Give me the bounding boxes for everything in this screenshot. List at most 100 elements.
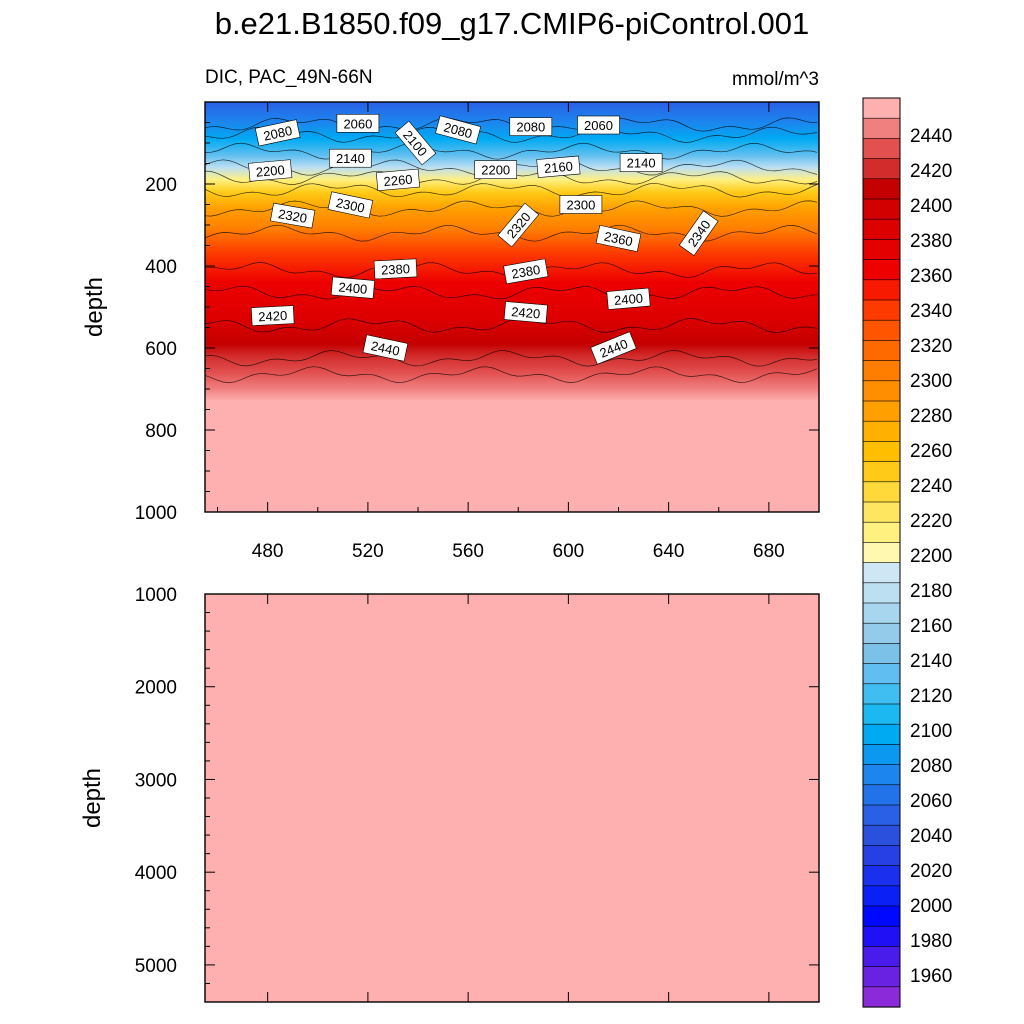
contour-label: 2080 [509, 117, 553, 136]
contour-label: 2400 [330, 276, 375, 299]
contour-label-text: 2260 [383, 172, 413, 189]
colorbar: 2440 2420 2400 2380 2360 2340 2320 2300 2280 2260… [862, 97, 952, 1008]
contour-label: 2060 [577, 115, 620, 135]
top-panel-ylabel: depth [81, 277, 108, 337]
colorbar-label: 2320 [910, 336, 952, 357]
contour-label: 2160 [536, 155, 581, 178]
colorbar-swatch [862, 299, 901, 321]
contour-line-2100 [205, 126, 818, 143]
colorbar-label: 2300 [910, 371, 952, 392]
contour-label-box [435, 115, 482, 145]
colorbar-label: 2140 [910, 651, 952, 672]
colorbar-swatch [862, 905, 901, 927]
colorbar-swatch [862, 501, 901, 523]
contour-label-box [590, 331, 637, 365]
x-tick-label: 680 [753, 541, 785, 562]
colorbar-swatch [862, 602, 901, 624]
colorbar-frame [862, 97, 901, 1008]
contour-label-box [503, 258, 549, 285]
y-tick-label: 600 [145, 339, 177, 360]
contour-label-text: 2200 [481, 163, 510, 178]
contour-label: 2140 [619, 153, 663, 172]
contour-label-box [536, 155, 581, 178]
y-tick-label: 1000 [135, 585, 177, 606]
colorbar-label: 2160 [910, 616, 952, 637]
colorbar-label: 1980 [910, 931, 952, 952]
colorbar-label: 2100 [910, 721, 952, 742]
contour-label-text: 2060 [343, 116, 372, 131]
x-tick-label: 640 [653, 541, 685, 562]
colorbar-swatch [862, 481, 901, 503]
top-panel-y-axis: 200 400 600 800 1000 [135, 122, 819, 524]
contour-label-box [336, 114, 380, 133]
colorbar-swatch [862, 380, 901, 402]
contour-label-text: 2360 [603, 229, 634, 250]
colorbar-swatch [862, 521, 901, 544]
y-tick-label: 200 [145, 175, 177, 196]
contour-label: 2360 [595, 224, 642, 253]
colorbar-label: 2420 [910, 161, 952, 182]
contour-label-box [248, 159, 293, 182]
bottom-panel: 1000 2000 3000 4000 5000 depth [79, 585, 820, 1003]
colorbar-label: 2220 [910, 511, 952, 532]
colorbar-label: 2040 [910, 826, 952, 847]
contour-label-text: 2400 [338, 279, 368, 296]
colorbar-swatch [862, 562, 901, 584]
contour-label: 2080 [435, 115, 482, 145]
colorbar-swatch [862, 986, 901, 1008]
colorbar-swatch [862, 966, 901, 988]
contour-label: 2200 [248, 159, 293, 182]
bottom-panel-field [205, 594, 819, 1002]
y-tick-label: 400 [145, 257, 177, 278]
colorbar-swatch [862, 885, 901, 907]
y-tick-label: 800 [145, 421, 177, 442]
contour-label: 2400 [606, 287, 651, 310]
contour-label-text: 2080 [262, 123, 293, 144]
contour-label-text: 2300 [566, 198, 595, 213]
contour-label-box [474, 160, 518, 179]
contour-label-text: 2300 [335, 195, 366, 216]
colorbar-swatch [862, 824, 901, 847]
contour-label-text: 2080 [516, 120, 545, 135]
colorbar-swatch [862, 622, 901, 645]
colorbar-label: 2260 [910, 441, 952, 462]
contour-label-text: 2380 [381, 261, 411, 277]
colorbar-swatch [862, 441, 901, 463]
contour-label: 2380 [373, 258, 418, 280]
contour-label: 2380 [503, 258, 549, 285]
colorbar-label: 2060 [910, 791, 952, 812]
contour-label: 2200 [474, 160, 518, 179]
y-tick-label: 2000 [135, 678, 177, 699]
colorbar-swatch [862, 218, 901, 240]
colorbar-label: 2360 [910, 266, 952, 287]
colorbar-swatch [862, 117, 901, 139]
colorbar-label: 2280 [910, 406, 952, 427]
contour-label: 2440 [362, 334, 409, 362]
contour-label-text: 2200 [255, 162, 285, 179]
colorbar-swatch [862, 723, 901, 746]
colorbar-swatch [862, 946, 901, 968]
contour-label-text: 2440 [370, 338, 401, 359]
contour-label-box [619, 153, 663, 172]
colorbar-label: 2020 [910, 861, 952, 882]
colorbar-swatch [862, 804, 901, 826]
colorbar-label: 2200 [910, 546, 952, 567]
colorbar-label: 2180 [910, 581, 952, 602]
contour-label-box [577, 115, 620, 135]
contour-label-text: 2140 [336, 151, 365, 166]
contour-label-box [606, 287, 651, 310]
contour-label: 2140 [329, 148, 372, 168]
contour-label-box [329, 148, 372, 168]
colorbar-swatch [862, 582, 901, 604]
contour-line-2460 [205, 366, 818, 383]
y-tick-label: 3000 [135, 770, 177, 791]
contour-label: 2080 [254, 119, 301, 147]
colorbar-swatch [862, 178, 901, 200]
colorbar-swatch [862, 279, 901, 301]
contour-line-2300 [205, 200, 818, 217]
colorbar-swatch [862, 845, 901, 867]
contour-line-2400 [205, 285, 818, 300]
contour-label-box [254, 119, 301, 147]
